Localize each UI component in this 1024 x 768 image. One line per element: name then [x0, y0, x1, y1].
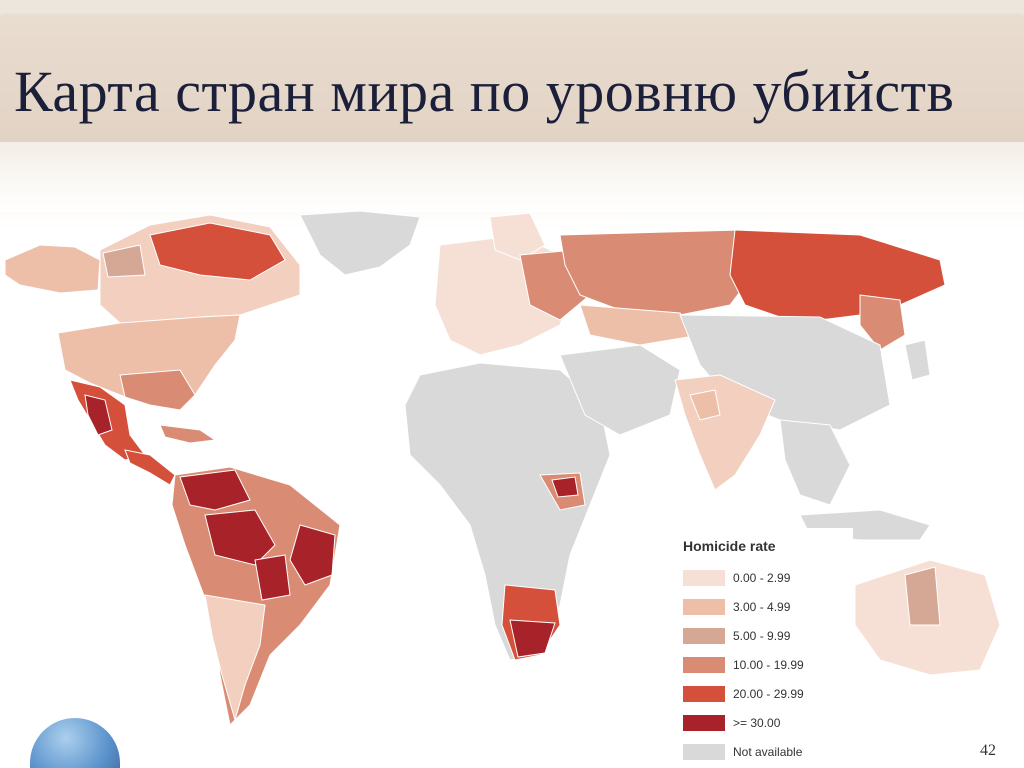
region-mexico-high	[84, 394, 113, 436]
page-number: 42	[980, 742, 996, 759]
world-map-svg	[4, 210, 1001, 727]
region-scandinavia	[489, 212, 546, 261]
region-brazil-mid	[254, 554, 291, 601]
region-southern-cone	[204, 594, 266, 722]
legend-item-6: Not available	[683, 744, 853, 762]
region-south-africa-high	[509, 619, 556, 658]
region-australia-nt	[904, 566, 941, 626]
legend-item-2: 5.00 - 9.99	[683, 628, 853, 646]
legend-label: 20.00 - 29.99	[733, 687, 804, 701]
region-venezuela-colombia	[179, 469, 251, 511]
legend-title: Homicide rate	[683, 538, 776, 554]
region-central-africa-high	[551, 476, 579, 498]
region-middle-east	[559, 344, 681, 436]
region-russia-east	[729, 229, 946, 321]
slide-title: Карта стран мира по уровню убийств	[14, 59, 955, 124]
faded-background-band	[0, 142, 1024, 212]
region-greenland	[299, 210, 421, 276]
region-alaska	[4, 244, 101, 294]
legend-label: >= 30.00	[733, 716, 781, 730]
region-india-mid	[689, 389, 721, 421]
region-brazil-east	[289, 524, 336, 586]
legend-swatch	[683, 744, 725, 760]
title-bar: Карта стран мира по уровню убийств	[0, 16, 1024, 142]
legend-swatch	[683, 599, 725, 615]
region-central-america	[124, 449, 176, 486]
legend-label: Not available	[733, 745, 803, 759]
legend-item-3: 10.00 - 19.99	[683, 657, 853, 675]
legend-label: 5.00 - 9.99	[733, 629, 791, 643]
legend-item-5: >= 30.00	[683, 715, 853, 733]
region-brazil-central	[204, 509, 276, 566]
map-legend: Homicide rate 0.00 - 2.99 3.00 - 4.99 5.…	[671, 528, 853, 766]
legend-swatch	[683, 657, 725, 673]
world-map	[0, 205, 1024, 735]
region-japan	[904, 339, 931, 381]
legend-label: 10.00 - 19.99	[733, 658, 804, 672]
legend-item-0: 0.00 - 2.99	[683, 570, 853, 588]
legend-item-1: 3.00 - 4.99	[683, 599, 853, 617]
legend-swatch	[683, 715, 725, 731]
region-canada-north	[149, 222, 286, 281]
region-usa-south	[119, 369, 196, 411]
legend-swatch	[683, 686, 725, 702]
legend-label: 3.00 - 4.99	[733, 600, 791, 614]
region-southeast-asia	[779, 419, 851, 506]
region-russia-far-east	[859, 294, 906, 351]
legend-swatch	[683, 570, 725, 586]
region-caribbean	[159, 424, 217, 444]
legend-swatch	[683, 628, 725, 644]
legend-item-4: 20.00 - 29.99	[683, 686, 853, 704]
region-kazakhstan	[579, 304, 701, 346]
region-canada-yukon	[102, 244, 146, 278]
legend-label: 0.00 - 2.99	[733, 571, 791, 585]
